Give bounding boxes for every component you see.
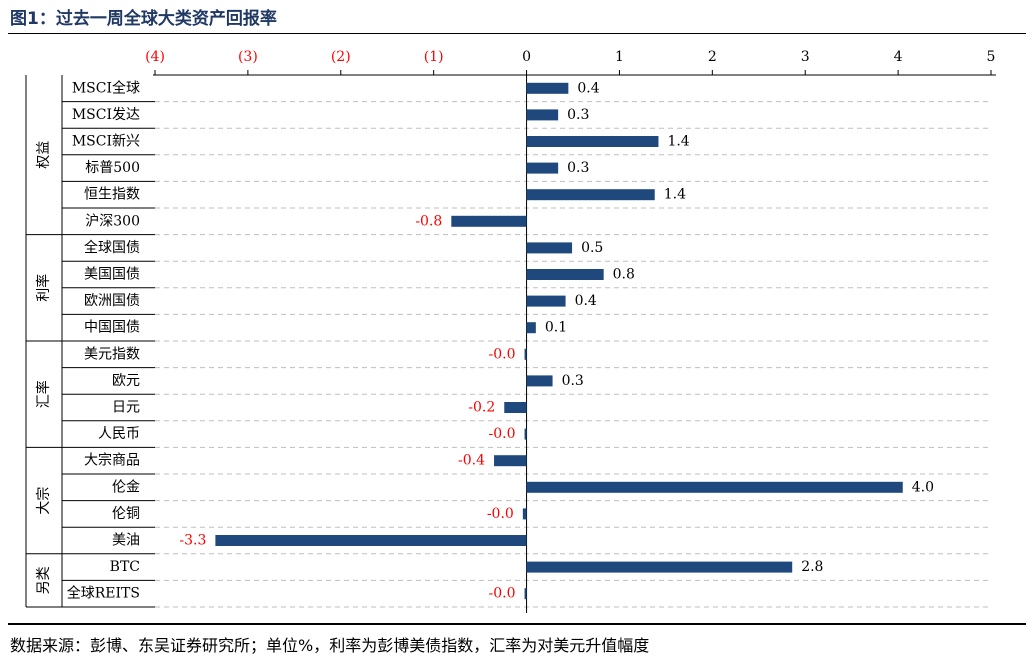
category-label: 欧洲国债 xyxy=(84,293,140,309)
group-label: 汇率 xyxy=(35,380,52,408)
data-label: 0.4 xyxy=(575,293,597,309)
data-label: 0.8 xyxy=(613,267,635,283)
data-label: 0.3 xyxy=(567,160,589,176)
data-label: -0.2 xyxy=(468,400,495,416)
bar xyxy=(526,561,793,573)
data-label: 1.4 xyxy=(664,187,686,203)
category-label: 全球REITS xyxy=(67,585,140,602)
group-label: 另类 xyxy=(36,566,52,594)
bottom-rule xyxy=(8,623,1026,625)
data-label: 4.0 xyxy=(912,479,934,495)
bar xyxy=(522,508,527,520)
bar xyxy=(524,348,527,360)
x-tick-label: 1 xyxy=(615,49,624,65)
data-label: 0.3 xyxy=(567,107,589,123)
category-label: 沪深300 xyxy=(85,213,140,229)
bar xyxy=(215,535,527,546)
x-tick-label: (4) xyxy=(145,49,165,65)
bar xyxy=(526,189,655,201)
data-label: -3.3 xyxy=(179,533,206,549)
category-label: 伦金 xyxy=(112,479,140,495)
category-label: 欧元 xyxy=(112,373,140,389)
group-label: 大宗 xyxy=(36,487,52,515)
bar xyxy=(494,455,527,467)
x-tick-label: 5 xyxy=(987,49,996,65)
bar xyxy=(524,428,527,440)
category-label: 标普500 xyxy=(85,160,140,176)
data-label: 2.8 xyxy=(801,559,823,575)
x-tick-label: 0 xyxy=(522,49,531,65)
source-note: 数据来源：彭博、东吴证券研究所；单位%，利率为彭博美债指数，汇率为对美元升值幅度 xyxy=(10,636,650,655)
x-tick-label: 4 xyxy=(894,49,903,65)
data-label: 1.4 xyxy=(667,134,689,150)
bar xyxy=(526,322,536,334)
bar xyxy=(526,109,559,121)
top-rule xyxy=(8,33,1026,34)
category-label: MSCI新兴 xyxy=(72,134,140,150)
category-label: 大宗商品 xyxy=(84,453,140,469)
category-label: 美国国债 xyxy=(84,267,140,283)
x-tick-label: 2 xyxy=(708,49,717,65)
bar xyxy=(526,242,573,254)
category-label: BTC xyxy=(110,559,140,575)
category-label: 伦铜 xyxy=(112,506,140,522)
data-label: 0.1 xyxy=(545,320,567,336)
figure-title: 图1：过去一周全球大类资产回报率 xyxy=(10,9,277,29)
category-label: 美油 xyxy=(112,533,140,549)
bar xyxy=(526,295,566,307)
category-label: 人民币 xyxy=(98,426,140,442)
data-label: -0.0 xyxy=(489,426,516,442)
bar xyxy=(526,481,903,493)
bar xyxy=(504,402,527,413)
x-tick-label: 3 xyxy=(801,49,810,65)
data-label: -0.0 xyxy=(487,506,514,522)
bar xyxy=(526,136,659,147)
x-tick-label: (1) xyxy=(424,49,444,65)
group-label: 利率 xyxy=(35,274,52,302)
group-label: 权益 xyxy=(36,141,52,169)
bar xyxy=(526,82,569,94)
bar xyxy=(524,588,527,600)
data-label: -0.0 xyxy=(489,586,516,602)
data-label: 0.5 xyxy=(581,240,603,256)
bar xyxy=(526,269,604,280)
bar xyxy=(526,162,559,174)
x-tick-label: (2) xyxy=(331,49,351,65)
bar xyxy=(526,375,553,387)
data-label: -0.8 xyxy=(415,213,442,229)
x-tick-label: (3) xyxy=(238,49,258,65)
category-label: 美元指数 xyxy=(84,346,140,362)
category-label: 全球国债 xyxy=(84,239,140,256)
category-label: 恒生指数 xyxy=(84,187,140,203)
data-label: -0.4 xyxy=(458,453,485,469)
data-label: 0.3 xyxy=(562,373,584,389)
data-label: 0.4 xyxy=(577,80,599,96)
category-label: 中国国债 xyxy=(84,320,140,336)
data-label: -0.0 xyxy=(489,346,516,362)
category-label: MSCI发达 xyxy=(72,107,140,123)
category-label: MSCI全球 xyxy=(72,79,140,96)
category-label: 日元 xyxy=(112,400,140,416)
bar xyxy=(451,215,527,227)
